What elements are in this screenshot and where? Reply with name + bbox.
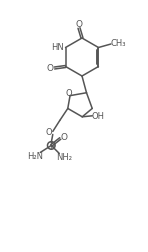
Text: O: O — [60, 132, 67, 141]
Text: NH₂: NH₂ — [56, 152, 72, 161]
Text: CH₃: CH₃ — [110, 39, 126, 48]
Text: H₂N: H₂N — [27, 152, 43, 161]
Text: O: O — [65, 89, 72, 98]
Text: OH: OH — [91, 112, 104, 121]
Text: O: O — [75, 20, 82, 29]
Text: O: O — [46, 128, 53, 137]
Text: P: P — [49, 141, 54, 150]
Text: O: O — [46, 64, 54, 73]
Text: HN: HN — [51, 43, 63, 52]
